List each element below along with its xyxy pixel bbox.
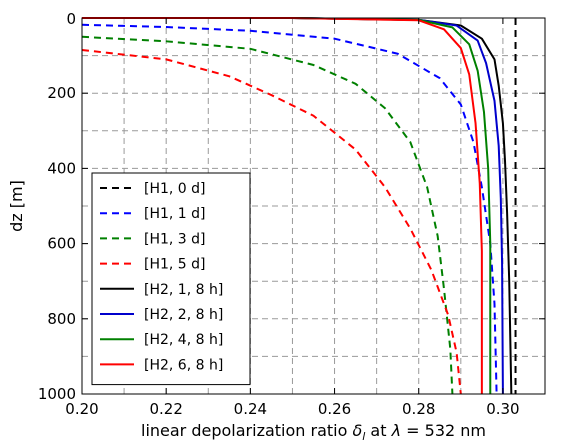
y-tick-label: 200 <box>47 84 76 102</box>
legend: [H1, 0 d] [H1, 1 d] [H1, 3 d] [H1, 5 d] [H2,… <box>91 172 251 386</box>
x-axis-label-prefix: linear depolarization ratio <box>141 421 352 440</box>
y-tick-label: 400 <box>47 159 76 177</box>
legend-label: [H2, 1, 8 h] <box>144 282 223 298</box>
series-line-4 <box>81 48 462 395</box>
series-line-8 <box>82 17 483 394</box>
series-lines <box>81 17 517 395</box>
series-line-3 <box>81 35 454 395</box>
x-tick-label: 0.26 <box>318 400 351 418</box>
x-tick-label: 0.22 <box>149 400 182 418</box>
y-tick-label: 800 <box>47 310 76 328</box>
x-tick-label: 0.24 <box>234 400 267 418</box>
grid <box>82 18 545 394</box>
x-axis-label-subscript: l <box>362 430 365 441</box>
x-axis-label: linear depolarization ratio δl at λ = 53… <box>141 421 486 441</box>
legend-label: [H2, 2, 8 h] <box>144 307 223 323</box>
legend-label: [H2, 4, 8 h] <box>144 332 223 348</box>
x-tick-label: 0.20 <box>65 400 98 418</box>
x-tick-label: 0.28 <box>402 400 435 418</box>
legend-label: [H1, 0 d] <box>144 181 206 197</box>
x-axis-label-suffix: = 532 nm <box>401 421 486 440</box>
y-tick-label: 1000 <box>38 385 76 403</box>
x-axis-label-mid: at <box>365 421 391 440</box>
x-axis-label-lambda: λ <box>391 421 401 440</box>
plot-frame <box>81 17 546 395</box>
y-tick-label: 600 <box>47 235 76 253</box>
legend-label: [H1, 3 d] <box>144 231 206 247</box>
legend-label: [H2, 6, 8 h] <box>144 357 223 373</box>
y-tick-label: 0 <box>66 10 76 28</box>
legend-label: [H1, 5 d] <box>144 257 206 273</box>
x-tick-label: 0.30 <box>486 400 519 418</box>
y-axis-label: dz [m] <box>7 180 26 232</box>
x-axis-label-symbol: δ <box>352 421 362 440</box>
legend-label: [H1, 1 d] <box>144 206 206 222</box>
legend-box <box>91 172 251 386</box>
ticks: 0.20 0.22 0.24 0.26 0.28 0.30 0 200 400 600 800 100… <box>38 10 545 418</box>
